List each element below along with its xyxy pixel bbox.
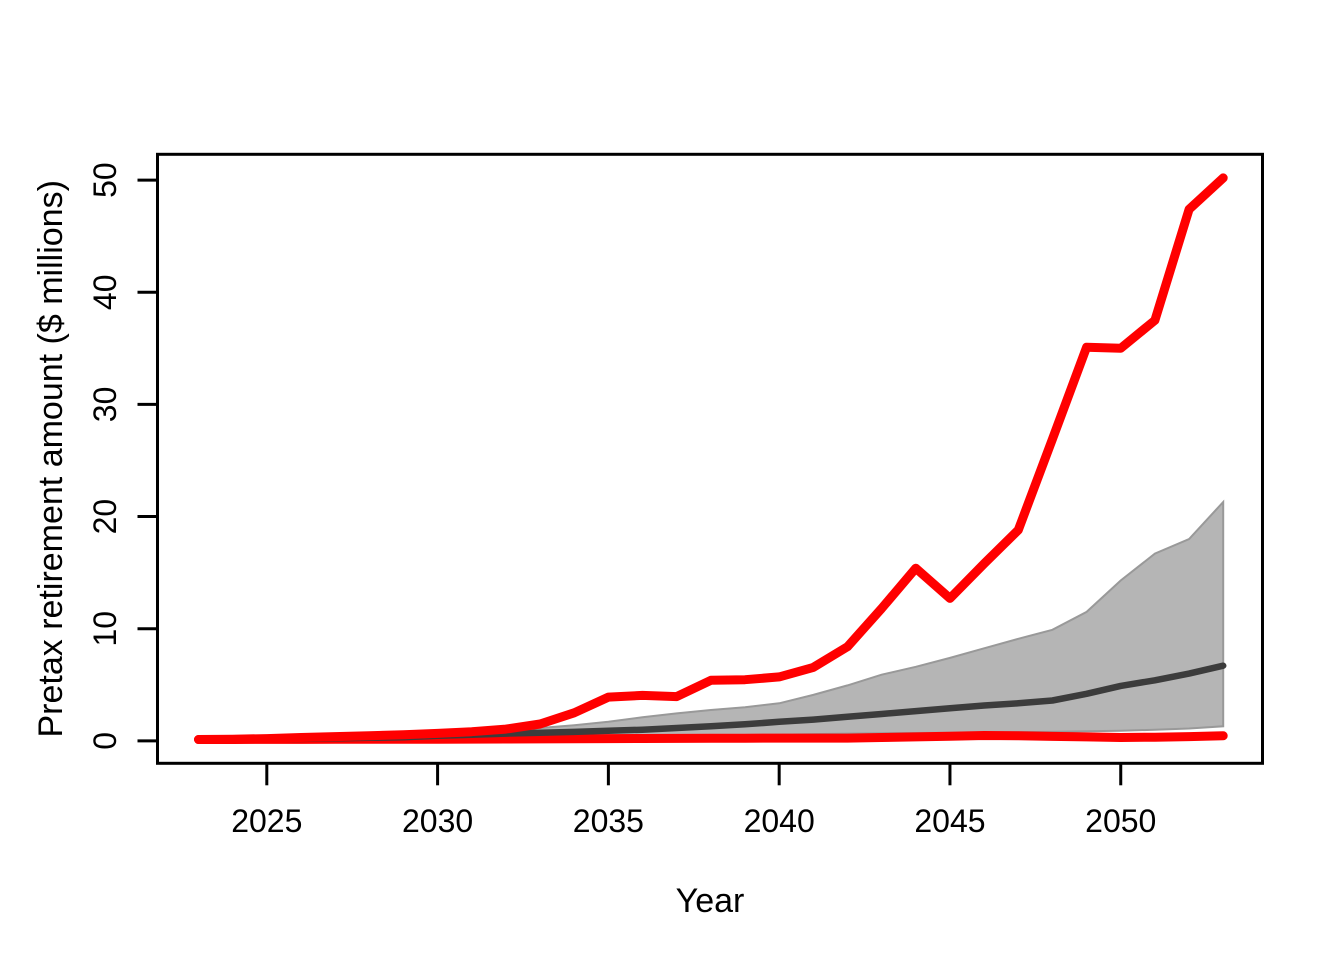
y-tick-label: 30: [87, 387, 123, 423]
x-axis-title: Year: [676, 882, 745, 920]
plot-box: [156, 152, 1264, 765]
plot-box-group: [156, 152, 1264, 765]
x-tick-label: 2050: [1085, 803, 1156, 839]
x-tick-label: 2040: [744, 803, 815, 839]
y-tick-label: 20: [87, 499, 123, 535]
y-axis-title: Pretax retirement amount ($ millions): [32, 180, 70, 737]
maximum-trajectory-line: [194, 173, 1228, 744]
x-tick-label: 2035: [573, 803, 644, 839]
x-axis-group: 2025 2030 2035 2040 2045 2050: [231, 763, 1156, 839]
y-tick-label: 50: [87, 162, 123, 198]
x-tick-label: 2025: [231, 803, 302, 839]
confidence-band-group: [197, 499, 1225, 741]
y-tick-label: 0: [87, 732, 123, 750]
x-tick-label: 2030: [402, 803, 473, 839]
series-lines-group: [194, 173, 1228, 744]
y-axis-group: 0 10 20 30 40 50: [87, 162, 158, 750]
y-tick-label: 40: [87, 275, 123, 311]
x-tick-label: 2045: [914, 803, 985, 839]
percentile-band: [197, 499, 1225, 741]
y-tick-label: 10: [87, 611, 123, 647]
